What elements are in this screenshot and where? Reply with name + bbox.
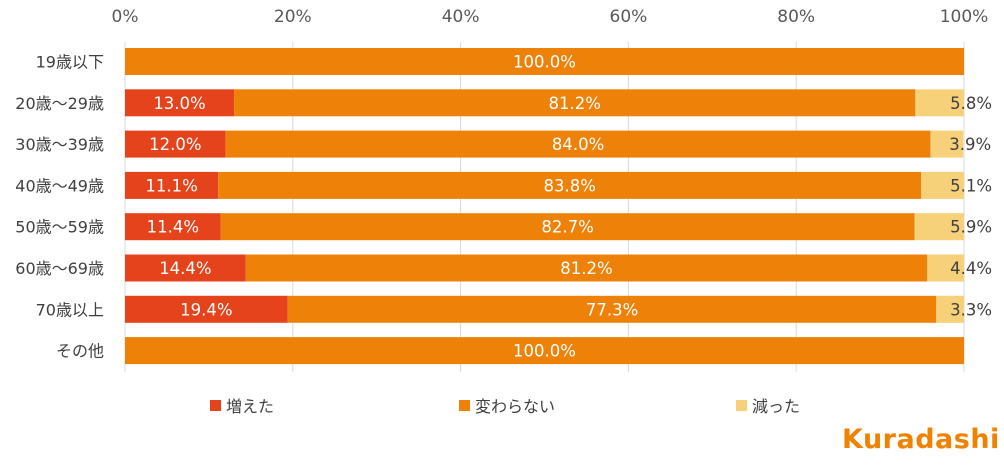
legend-item-unchanged: 変わらない [459,393,555,417]
x-tick-label: 0% [112,7,139,27]
category-label: 40歳～49歳 [15,176,104,195]
category-label: 19歳以下 [36,53,104,72]
data-label: 5.1% [950,176,992,195]
legend-label-decreased: 減った [752,397,801,416]
bar-segment [125,295,288,323]
data-label: 14.4% [159,259,211,278]
legend-label-unchanged: 変わらない [475,397,556,416]
data-label: 100.0% [513,53,576,72]
bar-segment [915,89,964,117]
legend-swatch-unchanged [459,399,470,411]
data-label: 3.9% [949,135,991,154]
category-label: その他 [56,342,104,361]
bar-segment [125,171,219,199]
legend-swatch-increased [210,399,221,411]
bar-segment [125,254,246,282]
category-label: 30歳～39歳 [15,135,104,154]
data-label: 82.7% [541,218,593,237]
bar-segment [245,254,928,282]
bar-segment [287,295,937,323]
legend-swatch-decreased [736,399,747,411]
data-label: 100.0% [513,342,576,361]
bar-segment [220,213,915,241]
data-label: 5.8% [950,94,992,113]
data-label: 4.4% [950,259,992,278]
data-label: 3.3% [950,300,992,319]
x-tick-label: 100% [940,7,989,27]
category-label: 60歳～69歳 [15,259,104,278]
data-label: 81.2% [560,259,612,278]
bar-segment [125,48,964,75]
data-label: 11.1% [145,176,197,195]
category-label: 50歳～59歳 [15,218,104,237]
legend-label-increased: 増えた [226,397,275,416]
category-label: 70歳以上 [36,300,104,319]
bar-segment [218,171,922,199]
bar-segment [225,130,931,158]
bar-segment [921,171,964,199]
x-tick-label: 60% [610,7,648,27]
data-label: 19.4% [180,300,232,319]
category-label: 20歳～29歳 [15,94,104,113]
data-label: 77.3% [586,300,638,319]
bar-segment [125,337,964,365]
bar-segment [234,89,916,117]
data-label: 13.0% [153,94,205,113]
bar-segment [927,254,964,282]
bar-segment [125,213,221,241]
x-tick-label: 20% [274,7,312,27]
data-label: 84.0% [552,135,604,154]
bar-segment [930,130,964,158]
data-label: 5.9% [950,218,992,237]
data-label: 12.0% [149,135,201,154]
legend-item-increased: 増えた [210,393,274,417]
kuradashi-logo: Kuradashi [842,424,1000,455]
legend-item-decreased: 減った [736,393,800,417]
bar-segment [936,295,964,323]
bar-segment [914,213,964,241]
x-tick-label: 80% [777,7,815,27]
x-tick-label: 40% [442,7,480,27]
bar-segment [125,130,226,158]
data-label: 11.4% [147,218,199,237]
data-label: 83.8% [543,176,595,195]
stacked-bar-chart: 0% 20% 40% 60% 80% 100% 19歳以下 100.0% 20歳～29歳 13.0… [15,7,992,372]
data-label: 81.2% [548,94,600,113]
bar-segment [125,89,235,117]
